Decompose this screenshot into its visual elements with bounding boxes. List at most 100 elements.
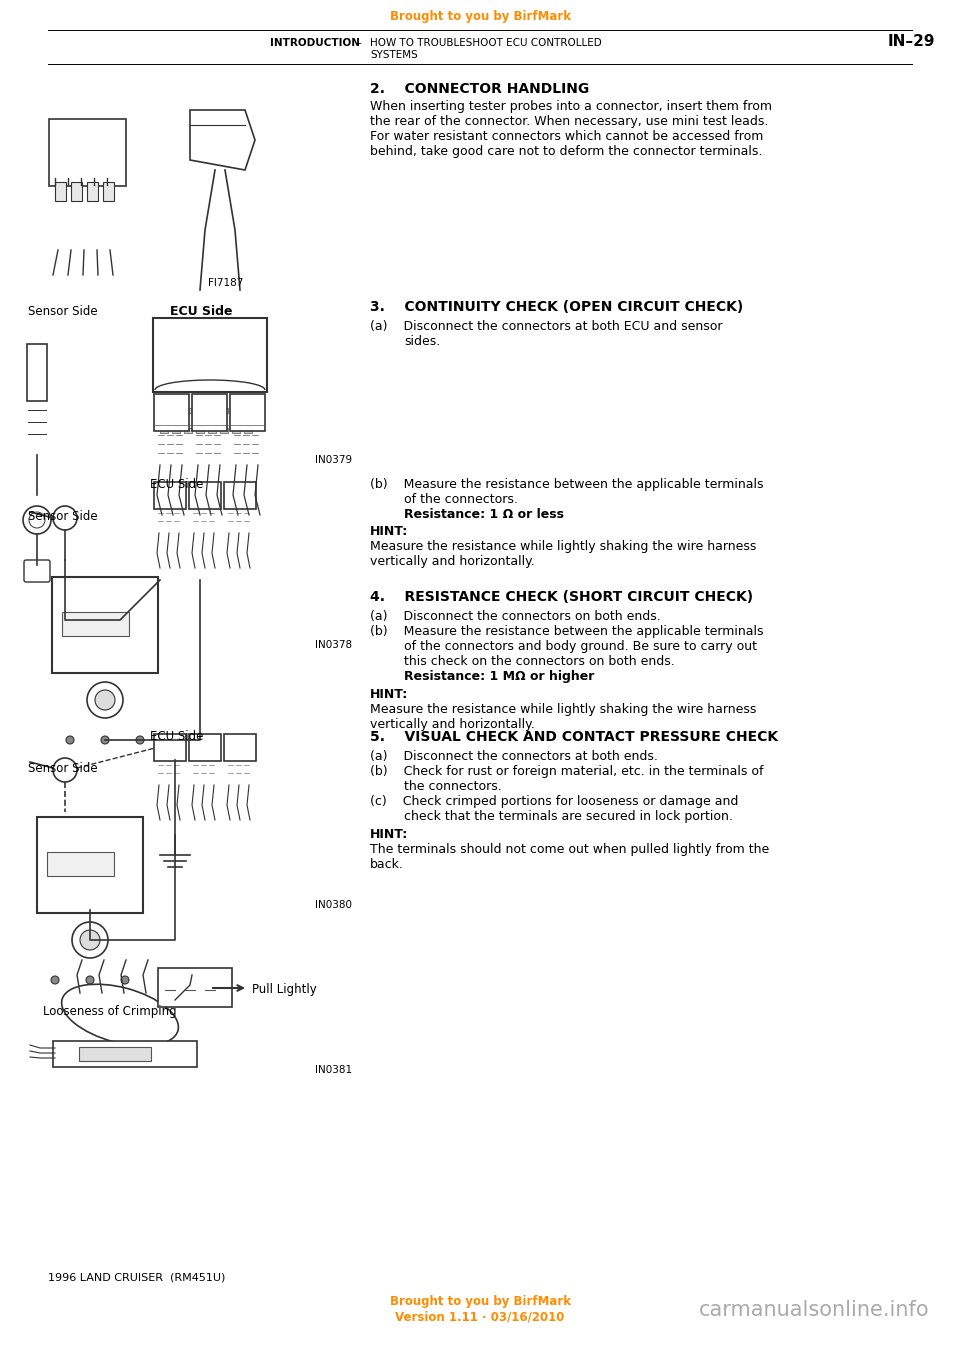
Circle shape (80, 930, 100, 951)
Circle shape (53, 758, 77, 782)
FancyBboxPatch shape (192, 394, 227, 430)
Text: IN0378: IN0378 (315, 640, 352, 650)
Text: IN0381: IN0381 (315, 1065, 352, 1076)
Circle shape (23, 507, 51, 534)
FancyBboxPatch shape (62, 612, 129, 636)
FancyBboxPatch shape (24, 559, 50, 583)
Text: HINT:: HINT: (370, 828, 408, 841)
FancyBboxPatch shape (154, 735, 186, 760)
Circle shape (121, 976, 129, 985)
Text: Looseness of Crimping: Looseness of Crimping (43, 1005, 177, 1018)
Text: of the connectors.: of the connectors. (404, 493, 517, 507)
Bar (208, 407, 216, 413)
Bar (244, 428, 252, 433)
Text: FI7187: FI7187 (208, 278, 244, 288)
Circle shape (72, 922, 108, 957)
Text: IN0380: IN0380 (315, 900, 352, 910)
Bar (184, 428, 192, 433)
Text: Sensor Side: Sensor Side (28, 511, 98, 523)
Circle shape (29, 512, 45, 528)
Bar (172, 428, 180, 433)
Text: this check on the connectors on both ends.: this check on the connectors on both end… (404, 655, 675, 668)
Text: Resistance: 1 MΩ or higher: Resistance: 1 MΩ or higher (404, 669, 594, 683)
Text: INTRODUCTION: INTRODUCTION (270, 38, 360, 48)
Bar (232, 428, 240, 433)
Text: Sensor Side: Sensor Side (28, 762, 98, 775)
Text: -: - (358, 38, 362, 48)
Circle shape (53, 507, 77, 530)
Bar (220, 407, 228, 413)
Text: When inserting tester probes into a connector, insert them from: When inserting tester probes into a conn… (370, 100, 772, 113)
Text: ECU Side: ECU Side (150, 731, 204, 743)
Text: 3.    CONTINUITY CHECK (OPEN CIRCUIT CHECK): 3. CONTINUITY CHECK (OPEN CIRCUIT CHECK) (370, 300, 743, 314)
Bar (232, 407, 240, 413)
Text: (b)    Measure the resistance between the applicable terminals: (b) Measure the resistance between the a… (370, 478, 763, 492)
Text: (b)    Measure the resistance between the applicable terminals: (b) Measure the resistance between the a… (370, 625, 763, 638)
Circle shape (136, 736, 144, 744)
Text: IN–29: IN–29 (887, 34, 935, 49)
Text: Brought to you by BirfMark: Brought to you by BirfMark (390, 1296, 570, 1308)
Text: the connectors.: the connectors. (404, 779, 502, 793)
Bar (208, 428, 216, 433)
FancyBboxPatch shape (52, 577, 158, 674)
FancyBboxPatch shape (103, 182, 113, 201)
Text: The terminals should not come out when pulled lightly from the: The terminals should not come out when p… (370, 843, 769, 856)
FancyBboxPatch shape (154, 394, 189, 430)
FancyBboxPatch shape (47, 851, 114, 876)
Text: (a)    Disconnect the connectors at both ends.: (a) Disconnect the connectors at both en… (370, 750, 658, 763)
FancyBboxPatch shape (79, 1047, 151, 1061)
Bar (220, 428, 228, 433)
Bar (160, 428, 168, 433)
Circle shape (87, 682, 123, 718)
Text: vertically and horizontally.: vertically and horizontally. (370, 555, 535, 568)
FancyBboxPatch shape (86, 182, 98, 201)
Text: Sensor Side: Sensor Side (28, 306, 98, 318)
Text: the rear of the connector. When necessary, use mini test leads.: the rear of the connector. When necessar… (370, 115, 768, 128)
Text: check that the terminals are secured in lock portion.: check that the terminals are secured in … (404, 809, 732, 823)
Text: IN0379: IN0379 (315, 455, 352, 464)
Text: carmanualsonline.info: carmanualsonline.info (700, 1300, 930, 1320)
Circle shape (66, 736, 74, 744)
Polygon shape (190, 110, 255, 170)
FancyBboxPatch shape (27, 344, 47, 401)
Circle shape (51, 976, 59, 985)
Bar (184, 407, 192, 413)
Ellipse shape (61, 985, 179, 1046)
Text: (c)    Check crimped portions for looseness or damage and: (c) Check crimped portions for looseness… (370, 794, 738, 808)
Text: HOW TO TROUBLESHOOT ECU CONTROLLED: HOW TO TROUBLESHOOT ECU CONTROLLED (370, 38, 602, 48)
Text: Measure the resistance while lightly shaking the wire harness: Measure the resistance while lightly sha… (370, 703, 756, 716)
FancyBboxPatch shape (230, 394, 265, 430)
Text: Brought to you by BirfMark: Brought to you by BirfMark (390, 10, 570, 23)
FancyBboxPatch shape (49, 120, 126, 186)
FancyBboxPatch shape (224, 482, 256, 509)
Text: 1996 LAND CRUISER  (RM451U): 1996 LAND CRUISER (RM451U) (48, 1272, 226, 1282)
Text: (a)    Disconnect the connectors on both ends.: (a) Disconnect the connectors on both en… (370, 610, 660, 623)
FancyBboxPatch shape (189, 482, 221, 509)
Bar (244, 407, 252, 413)
Text: SYSTEMS: SYSTEMS (370, 50, 418, 60)
Circle shape (86, 976, 94, 985)
Text: Resistance: 1 Ω or less: Resistance: 1 Ω or less (404, 508, 564, 521)
FancyBboxPatch shape (158, 968, 232, 1008)
Text: of the connectors and body ground. Be sure to carry out: of the connectors and body ground. Be su… (404, 640, 757, 653)
Text: HINT:: HINT: (370, 689, 408, 701)
Text: ECU Side: ECU Side (170, 306, 232, 318)
Text: back.: back. (370, 858, 404, 870)
Text: behind, take good care not to deform the connector terminals.: behind, take good care not to deform the… (370, 145, 762, 158)
FancyBboxPatch shape (55, 182, 65, 201)
Bar (196, 407, 204, 413)
Text: HINT:: HINT: (370, 526, 408, 538)
FancyBboxPatch shape (154, 482, 186, 509)
Text: 5.    VISUAL CHECK AND CONTACT PRESSURE CHECK: 5. VISUAL CHECK AND CONTACT PRESSURE CHE… (370, 731, 779, 744)
Text: Version 1.11 · 03/16/2010: Version 1.11 · 03/16/2010 (396, 1310, 564, 1323)
Text: sides.: sides. (404, 335, 441, 348)
FancyBboxPatch shape (70, 182, 82, 201)
Text: (a)    Disconnect the connectors at both ECU and sensor: (a) Disconnect the connectors at both EC… (370, 320, 723, 333)
Bar (196, 428, 204, 433)
Text: Pull Lightly: Pull Lightly (252, 983, 317, 995)
Text: ECU Side: ECU Side (150, 478, 204, 492)
Text: vertically and horizontally.: vertically and horizontally. (370, 718, 535, 731)
Bar (160, 407, 168, 413)
Text: For water resistant connectors which cannot be accessed from: For water resistant connectors which can… (370, 130, 763, 143)
FancyBboxPatch shape (53, 1042, 197, 1067)
